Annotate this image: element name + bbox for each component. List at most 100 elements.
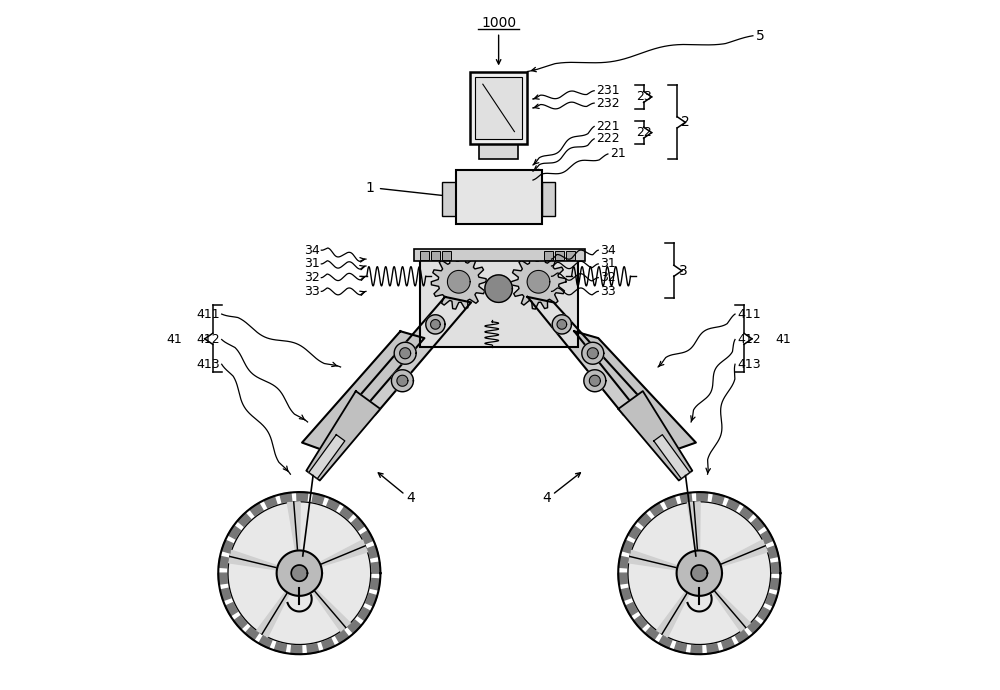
Polygon shape	[634, 615, 648, 629]
Polygon shape	[360, 531, 373, 544]
Text: 413: 413	[737, 357, 761, 371]
Text: 34: 34	[600, 244, 615, 257]
Polygon shape	[220, 588, 232, 600]
Polygon shape	[574, 331, 696, 451]
Polygon shape	[766, 546, 779, 558]
Polygon shape	[370, 562, 380, 573]
Polygon shape	[511, 255, 566, 309]
Polygon shape	[306, 391, 380, 480]
FancyBboxPatch shape	[420, 251, 429, 260]
Polygon shape	[351, 517, 365, 531]
Polygon shape	[757, 607, 771, 621]
Polygon shape	[400, 348, 411, 359]
Polygon shape	[391, 370, 413, 392]
Polygon shape	[365, 593, 377, 606]
Polygon shape	[587, 348, 598, 359]
Polygon shape	[431, 319, 440, 329]
Text: 33: 33	[600, 285, 615, 298]
FancyBboxPatch shape	[420, 251, 578, 347]
Text: 31: 31	[304, 257, 320, 270]
Polygon shape	[431, 255, 486, 309]
Polygon shape	[770, 562, 780, 573]
Polygon shape	[339, 506, 354, 520]
Polygon shape	[769, 578, 780, 590]
Polygon shape	[721, 638, 735, 650]
Polygon shape	[618, 556, 629, 568]
Polygon shape	[397, 375, 408, 386]
FancyBboxPatch shape	[566, 251, 575, 260]
Polygon shape	[225, 602, 239, 616]
Polygon shape	[726, 498, 740, 511]
Text: 41: 41	[167, 333, 183, 346]
Polygon shape	[228, 502, 371, 644]
Polygon shape	[707, 642, 719, 654]
Polygon shape	[394, 342, 416, 364]
Polygon shape	[335, 629, 349, 643]
FancyBboxPatch shape	[414, 249, 585, 261]
Polygon shape	[347, 619, 361, 633]
Polygon shape	[712, 589, 750, 631]
Text: 413: 413	[196, 357, 220, 371]
Polygon shape	[628, 526, 642, 540]
Polygon shape	[264, 496, 277, 509]
Polygon shape	[650, 503, 664, 517]
Polygon shape	[618, 391, 692, 480]
Polygon shape	[319, 540, 367, 566]
FancyBboxPatch shape	[456, 170, 542, 224]
Polygon shape	[349, 297, 471, 415]
Text: 34: 34	[304, 244, 320, 257]
Text: 221: 221	[596, 120, 620, 133]
Text: 23: 23	[636, 90, 652, 104]
Polygon shape	[307, 642, 319, 654]
Polygon shape	[527, 297, 650, 415]
Polygon shape	[747, 619, 761, 633]
Polygon shape	[245, 627, 259, 640]
Polygon shape	[366, 546, 379, 558]
Text: 412: 412	[737, 333, 761, 346]
Text: 412: 412	[196, 333, 220, 346]
Text: 32: 32	[304, 271, 320, 284]
Polygon shape	[237, 513, 252, 527]
Polygon shape	[291, 565, 307, 581]
FancyBboxPatch shape	[442, 182, 456, 217]
Polygon shape	[760, 531, 773, 544]
Text: 21: 21	[610, 148, 626, 161]
Text: 41: 41	[775, 333, 791, 346]
Polygon shape	[426, 315, 445, 334]
Polygon shape	[234, 615, 248, 629]
Polygon shape	[629, 551, 678, 570]
Polygon shape	[691, 565, 707, 581]
Polygon shape	[250, 503, 264, 517]
Polygon shape	[621, 540, 634, 553]
Polygon shape	[659, 635, 672, 648]
FancyBboxPatch shape	[479, 142, 518, 159]
Text: 1: 1	[365, 181, 374, 195]
Polygon shape	[302, 331, 424, 451]
Polygon shape	[677, 551, 722, 596]
Polygon shape	[735, 629, 749, 643]
FancyBboxPatch shape	[442, 251, 451, 260]
Polygon shape	[326, 498, 340, 511]
Text: 4: 4	[406, 491, 415, 504]
Text: 3: 3	[679, 264, 687, 278]
Text: 33: 33	[304, 285, 320, 298]
Polygon shape	[312, 589, 350, 631]
Polygon shape	[664, 496, 677, 509]
Polygon shape	[712, 493, 724, 505]
Polygon shape	[221, 540, 234, 553]
Text: 1000: 1000	[481, 17, 516, 30]
Polygon shape	[751, 517, 765, 531]
Text: 231: 231	[596, 84, 620, 97]
Polygon shape	[719, 540, 767, 566]
Text: 22: 22	[636, 126, 652, 139]
FancyBboxPatch shape	[544, 251, 553, 260]
Polygon shape	[259, 635, 272, 648]
Polygon shape	[691, 644, 702, 654]
Polygon shape	[657, 591, 689, 637]
Polygon shape	[274, 641, 287, 653]
Polygon shape	[291, 644, 302, 654]
Polygon shape	[447, 270, 470, 293]
FancyBboxPatch shape	[555, 251, 564, 260]
Polygon shape	[620, 588, 632, 600]
Text: 411: 411	[737, 308, 761, 321]
